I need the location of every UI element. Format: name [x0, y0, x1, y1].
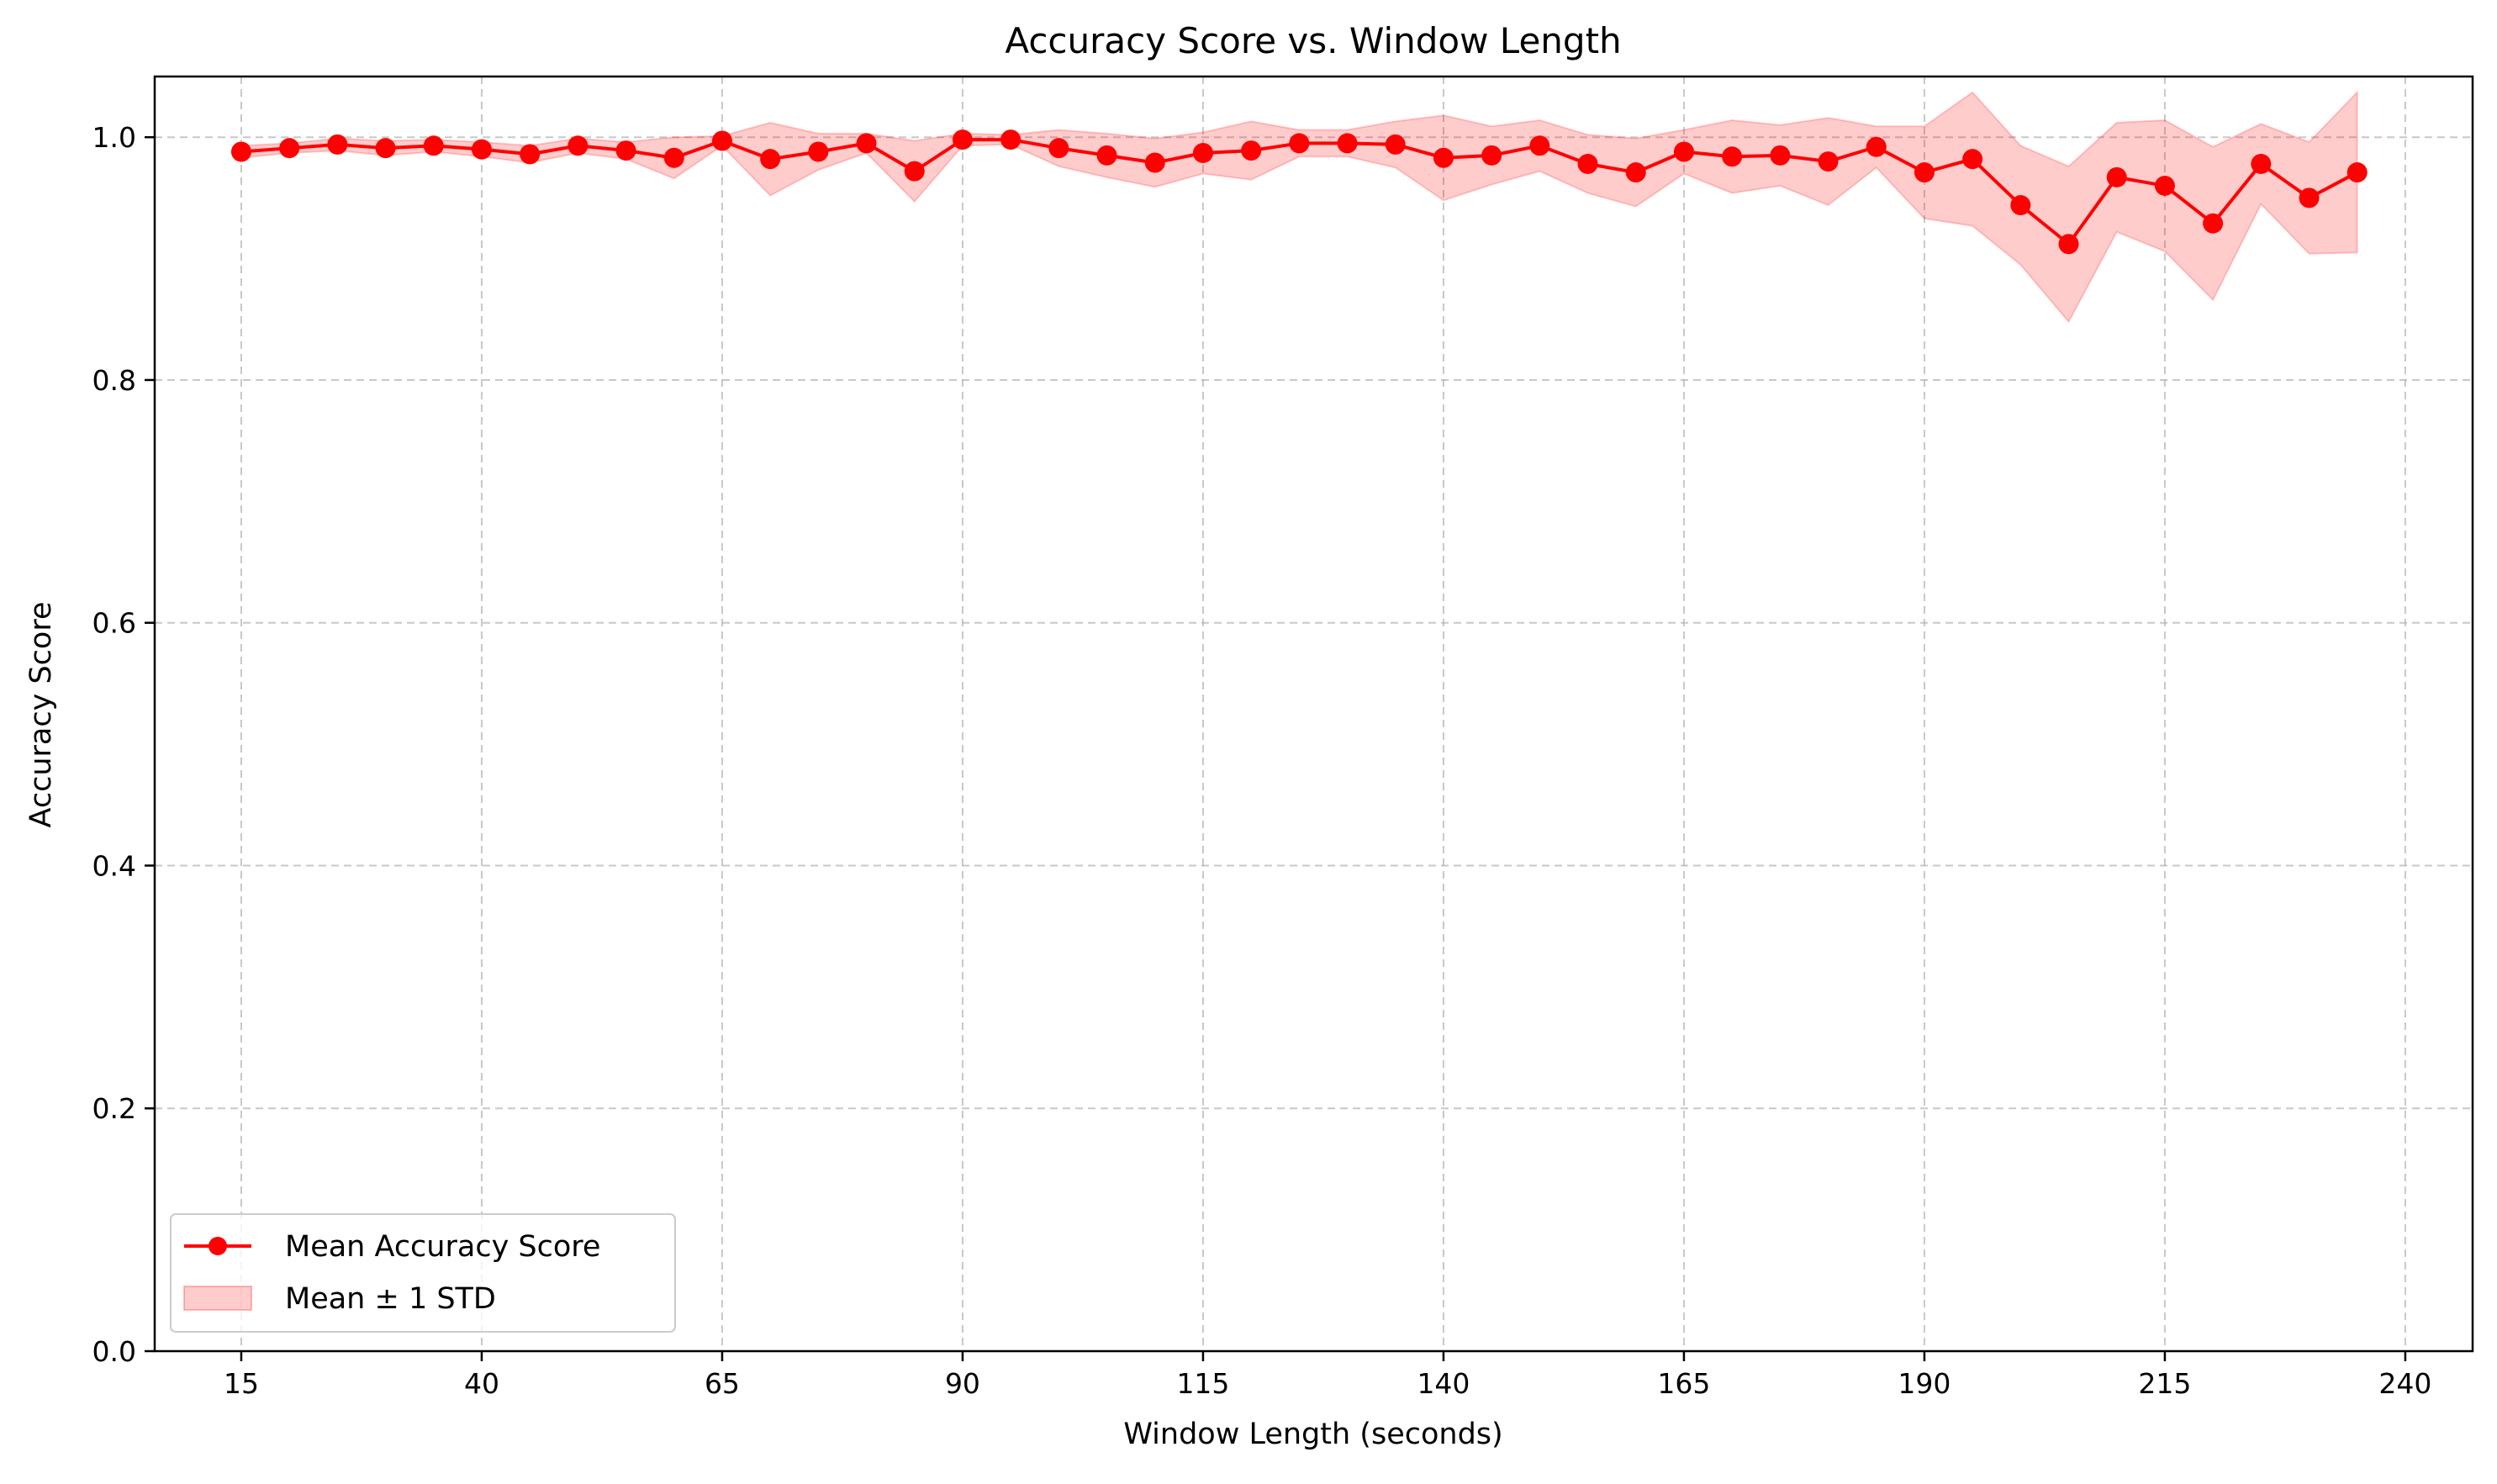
plot-frame: [153, 75, 2474, 1353]
data-point: [1529, 135, 1550, 156]
data-point: [520, 144, 541, 165]
x-tick-label: 190: [1898, 1367, 1951, 1400]
data-point: [856, 133, 877, 154]
data-point: [471, 139, 492, 160]
data-point: [279, 138, 300, 159]
data-point: [1577, 153, 1598, 174]
data-point: [1241, 140, 1262, 161]
data-point: [711, 130, 732, 151]
data-point: [1866, 136, 1887, 157]
data-point: [1337, 133, 1358, 154]
data-point: [1385, 134, 1406, 155]
y-axis-label: Accuracy Score: [24, 602, 58, 828]
data-point: [375, 138, 396, 159]
data-point: [1433, 147, 1454, 168]
data-point: [2347, 162, 2368, 183]
legend-label-std: Mean ± 1 STD: [285, 1282, 496, 1316]
data-point: [230, 141, 251, 162]
x-tick-label: 215: [2138, 1367, 2191, 1400]
x-tick-label: 240: [2378, 1367, 2431, 1400]
data-point: [1625, 162, 1646, 183]
data-point: [1048, 138, 1069, 159]
data-point: [423, 135, 444, 156]
data-point: [952, 129, 973, 151]
legend-band-swatch: [183, 1286, 252, 1311]
legend-marker-swatch: [209, 1237, 227, 1255]
data-point: [2058, 234, 2079, 255]
data-point: [2106, 166, 2127, 187]
data-point: [1192, 142, 1213, 163]
y-tick-label: 1.0: [92, 121, 136, 154]
data-point: [327, 134, 348, 155]
x-tick-label: 15: [224, 1367, 259, 1400]
x-tick-label: 65: [705, 1367, 740, 1400]
data-point: [904, 161, 925, 182]
data-point: [808, 141, 829, 162]
x-tick-label: 40: [464, 1367, 499, 1400]
data-point: [615, 140, 636, 161]
data-point: [2010, 195, 2031, 216]
data-point: [2251, 153, 2272, 174]
legend-box: [170, 1213, 676, 1333]
data-point: [1144, 152, 1165, 173]
x-tick-label: 165: [1657, 1367, 1710, 1400]
data-point: [1722, 146, 1743, 167]
data-point: [1673, 141, 1694, 162]
data-point: [663, 147, 684, 168]
x-axis-ticks: 15 40 65 90 115 140 165 190 215 240: [224, 1351, 2431, 1400]
x-tick-label: 90: [945, 1367, 980, 1400]
data-point: [2203, 213, 2224, 234]
data-point: [1096, 145, 1117, 166]
data-point: [2154, 175, 2175, 196]
chart-title: Accuracy Score vs. Window Length: [1005, 20, 1621, 61]
marker-layer: [230, 129, 2368, 255]
data-point: [2299, 187, 2320, 209]
data-point: [1914, 162, 1935, 183]
x-tick-label: 140: [1417, 1367, 1470, 1400]
x-tick-label: 115: [1176, 1367, 1229, 1400]
data-point: [1289, 133, 1310, 154]
data-point: [1000, 129, 1022, 151]
x-axis-label: Window Length (seconds): [1123, 1418, 1502, 1451]
data-point: [1962, 149, 1983, 170]
y-tick-label: 0.2: [92, 1092, 136, 1125]
y-tick-label: 0.0: [92, 1335, 136, 1368]
data-point: [1481, 145, 1502, 166]
y-tick-label: 0.8: [92, 364, 136, 397]
y-axis-ticks: 0.0 0.2 0.4 0.6 0.8 1.0: [92, 121, 155, 1368]
data-point: [760, 149, 781, 170]
y-tick-label: 0.4: [92, 849, 136, 882]
legend: Mean Accuracy Score Mean ± 1 STD: [170, 1213, 676, 1333]
y-tick-label: 0.6: [92, 607, 136, 640]
data-point: [1770, 145, 1791, 166]
data-point: [1818, 151, 1839, 172]
data-point: [568, 135, 589, 156]
legend-label-mean: Mean Accuracy Score: [285, 1230, 600, 1264]
